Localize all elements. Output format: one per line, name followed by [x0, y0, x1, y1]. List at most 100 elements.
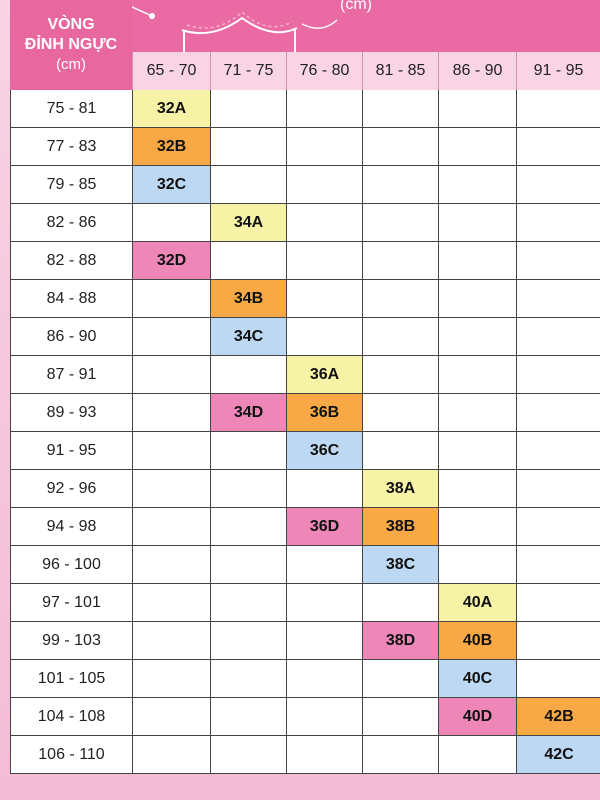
empty-cell	[439, 204, 517, 242]
size-cell: 32D	[133, 242, 211, 280]
empty-cell	[211, 432, 287, 470]
size-cell: 38A	[363, 470, 439, 508]
empty-cell	[439, 280, 517, 318]
empty-cell	[211, 546, 287, 584]
row-label: 79 - 85	[11, 166, 133, 204]
row-label: 86 - 90	[11, 318, 133, 356]
table-row: 91 - 95 36C	[11, 432, 600, 470]
empty-cell	[363, 204, 439, 242]
empty-cell	[211, 242, 287, 280]
size-cell: 40C	[439, 660, 517, 698]
empty-cell	[133, 660, 211, 698]
size-cell: 40D	[439, 698, 517, 736]
row-label: 99 - 103	[11, 622, 133, 660]
empty-cell	[133, 204, 211, 242]
row-label: 77 - 83	[11, 128, 133, 166]
empty-cell	[363, 394, 439, 432]
size-cell: 42B	[517, 698, 600, 736]
empty-cell	[133, 470, 211, 508]
empty-cell	[517, 166, 600, 204]
column-header-banner: (cm)	[132, 0, 600, 52]
empty-cell	[133, 546, 211, 584]
table-row: 84 - 88 34B	[11, 280, 600, 318]
row-label: 82 - 88	[11, 242, 133, 280]
row-header-unit: (cm)	[56, 56, 86, 73]
empty-cell	[211, 622, 287, 660]
size-table: 75 - 81 32A 77 - 83 32B 79 - 85 32C 82 - 86 34A…	[10, 90, 600, 774]
empty-cell	[517, 546, 600, 584]
empty-cell	[133, 318, 211, 356]
empty-cell	[363, 356, 439, 394]
empty-cell	[517, 128, 600, 166]
row-label: 82 - 86	[11, 204, 133, 242]
row-label: 84 - 88	[11, 280, 133, 318]
table-row: 86 - 90 34C	[11, 318, 600, 356]
size-cell: 36D	[287, 508, 363, 546]
empty-cell	[287, 128, 363, 166]
table-row: 82 - 86 34A	[11, 204, 600, 242]
empty-cell	[363, 280, 439, 318]
column-header: 81 - 85	[362, 52, 438, 90]
empty-cell	[211, 508, 287, 546]
column-header: 76 - 80	[286, 52, 362, 90]
table-row: 101 - 105 40C	[11, 660, 600, 698]
row-label: 96 - 100	[11, 546, 133, 584]
column-header: 91 - 95	[516, 52, 600, 90]
table-row: 89 - 93 34D 36B	[11, 394, 600, 432]
empty-cell	[211, 698, 287, 736]
empty-cell	[439, 508, 517, 546]
size-cell: 34C	[211, 318, 287, 356]
empty-cell	[363, 584, 439, 622]
table-row: 82 - 88 32D	[11, 242, 600, 280]
empty-cell	[439, 394, 517, 432]
row-label: 75 - 81	[11, 90, 133, 128]
size-cell: 38B	[363, 508, 439, 546]
empty-cell	[287, 546, 363, 584]
empty-cell	[439, 90, 517, 128]
empty-cell	[211, 356, 287, 394]
size-cell: 40B	[439, 622, 517, 660]
size-cell: 32C	[133, 166, 211, 204]
empty-cell	[363, 242, 439, 280]
empty-cell	[133, 584, 211, 622]
empty-cell	[287, 204, 363, 242]
empty-cell	[517, 90, 600, 128]
row-label: 92 - 96	[11, 470, 133, 508]
row-label: 101 - 105	[11, 660, 133, 698]
empty-cell	[517, 280, 600, 318]
empty-cell	[517, 508, 600, 546]
row-label: 94 - 98	[11, 508, 133, 546]
column-header: 71 - 75	[210, 52, 286, 90]
row-label: 97 - 101	[11, 584, 133, 622]
empty-cell	[133, 432, 211, 470]
empty-cell	[133, 508, 211, 546]
empty-cell	[363, 660, 439, 698]
row-label: 106 - 110	[11, 736, 133, 774]
row-header: VÒNG ĐỈNH NGỰC (cm)	[10, 0, 132, 90]
empty-cell	[439, 432, 517, 470]
row-label: 89 - 93	[11, 394, 133, 432]
size-cell: 38D	[363, 622, 439, 660]
empty-cell	[517, 470, 600, 508]
table-row: 92 - 96 38A	[11, 470, 600, 508]
bra-illustration-icon	[132, 6, 338, 52]
empty-cell	[211, 584, 287, 622]
table-row: 96 - 100 38C	[11, 546, 600, 584]
size-cell: 32B	[133, 128, 211, 166]
size-cell: 34D	[211, 394, 287, 432]
empty-cell	[517, 584, 600, 622]
empty-cell	[287, 660, 363, 698]
empty-cell	[363, 128, 439, 166]
table-row: 97 - 101 40A	[11, 584, 600, 622]
size-cell: 36B	[287, 394, 363, 432]
empty-cell	[287, 166, 363, 204]
empty-cell	[287, 90, 363, 128]
empty-cell	[287, 318, 363, 356]
empty-cell	[439, 470, 517, 508]
empty-cell	[287, 280, 363, 318]
empty-cell	[439, 166, 517, 204]
column-unit-label: (cm)	[340, 0, 372, 13]
table-row: 104 - 108 40D 42B	[11, 698, 600, 736]
empty-cell	[439, 736, 517, 774]
